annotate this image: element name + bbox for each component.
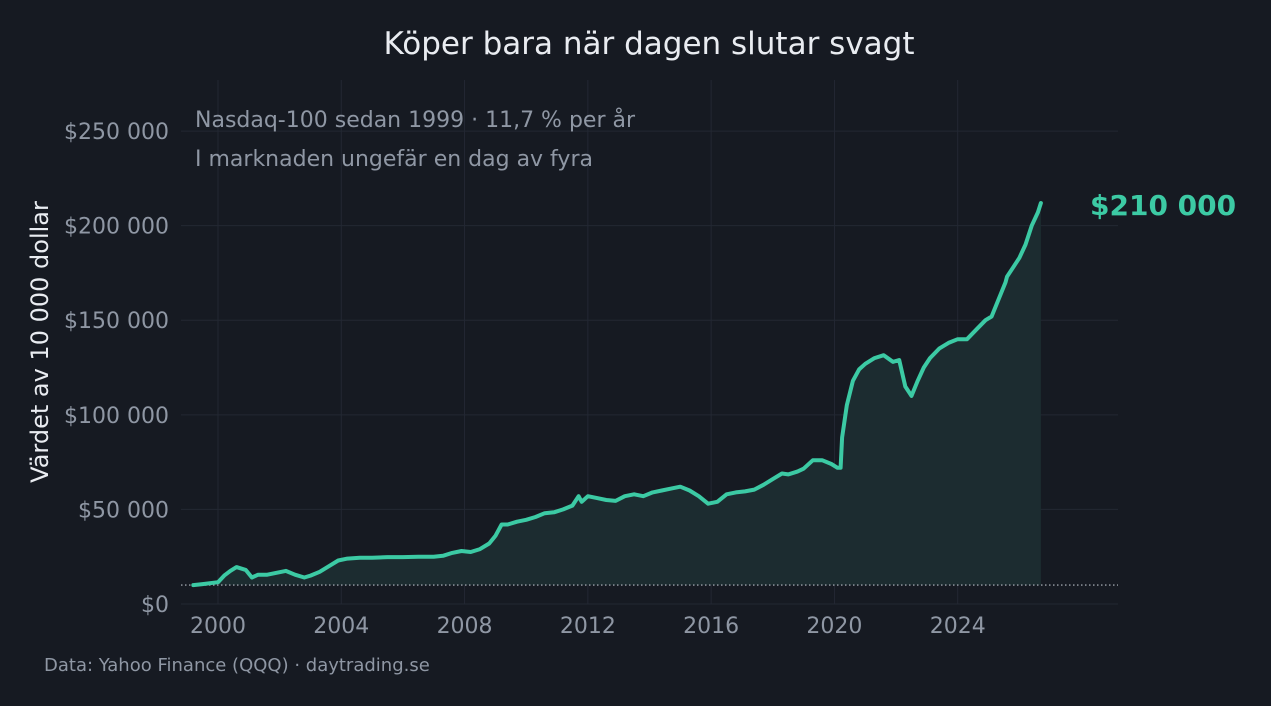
source-note: Data: Yahoo Finance (QQQ) · daytrading.s… xyxy=(44,655,430,676)
x-tick-label: 2000 xyxy=(190,614,246,639)
y-tick-label: $200 000 xyxy=(64,215,169,240)
y-tick-label: $50 000 xyxy=(78,498,169,523)
y-tick-label: $150 000 xyxy=(64,309,169,334)
subtitle-line-1: Nasdaq-100 sedan 1999 · 11,7 % per år xyxy=(195,107,636,133)
y-tick-label: $250 000 xyxy=(64,120,169,145)
series-line xyxy=(191,201,1043,588)
x-tick-label: 2020 xyxy=(806,614,862,639)
end-value-label: $210 000 xyxy=(1090,189,1236,222)
area-fill xyxy=(193,203,1041,586)
y-tick-label: $100 000 xyxy=(64,404,169,429)
x-tick-label: 2016 xyxy=(683,614,739,639)
x-tick-label: 2008 xyxy=(437,614,493,639)
x-tick-label: 2024 xyxy=(930,614,986,639)
x-tick-label: 2004 xyxy=(313,614,369,639)
y-axis-label: Värdet av 10 000 dollar xyxy=(26,201,54,483)
y-tick-label: $0 xyxy=(141,593,169,618)
subtitle-line-2: I marknaden ungefär en dag av fyra xyxy=(195,147,593,172)
y-axis-ticks: $0 $50 000 $100 000 $150 000 $200 000 $250 00… xyxy=(64,120,169,618)
x-axis-ticks: 2000 2004 2008 2012 2016 2020 2024 xyxy=(190,614,986,639)
x-tick-label: 2012 xyxy=(560,614,616,639)
chart-title: Köper bara när dagen slutar svagt xyxy=(383,26,914,62)
